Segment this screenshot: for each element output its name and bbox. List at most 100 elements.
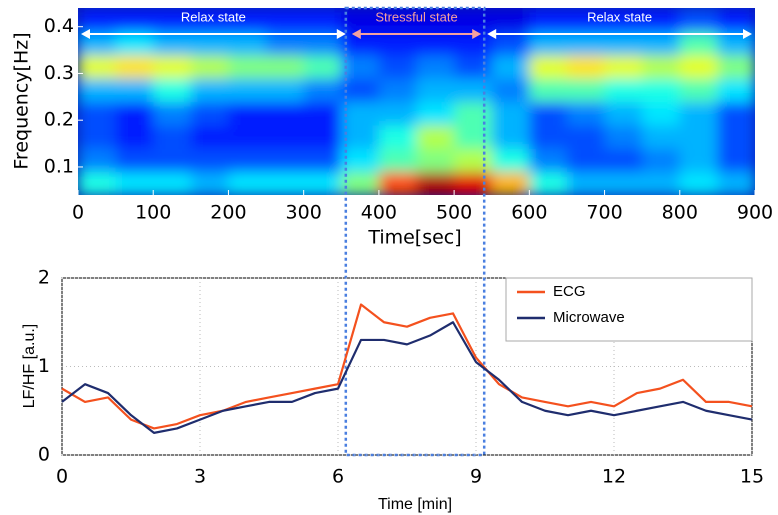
heatmap-cell — [604, 148, 643, 173]
y-axis-label: Frequency[Hz] — [11, 32, 33, 169]
heatmap-cell — [266, 54, 305, 79]
heatmap-cell — [529, 124, 568, 149]
heatmap-cell — [717, 124, 755, 149]
heatmap-cell — [78, 148, 117, 173]
heatmap-cell — [454, 124, 493, 149]
heatmap-cell — [454, 31, 493, 56]
y-tick-label: 0.4 — [44, 15, 74, 37]
heatmap-cell — [566, 101, 606, 126]
heatmap-cell — [228, 171, 267, 195]
heatmap-cell — [153, 101, 192, 126]
heatmap-cell — [416, 8, 455, 32]
heatmap-cell — [78, 78, 117, 102]
heatmap-cell — [529, 8, 568, 32]
heatmap-cell — [529, 54, 568, 79]
heatmap-cell — [378, 54, 417, 79]
heatmap-cell — [228, 124, 267, 149]
x-tick-label: 9 — [470, 466, 482, 488]
heatmap-cell — [566, 54, 606, 79]
heatmap-cell — [454, 54, 493, 79]
heatmap-cell — [416, 78, 455, 102]
heatmap-cell — [341, 148, 380, 173]
annotation: Stressful state — [375, 9, 457, 24]
heatmap-cell — [228, 8, 267, 32]
y-tick-label: 0.2 — [44, 109, 74, 131]
heatmap-cell — [679, 171, 718, 195]
heatmap-cell — [378, 124, 417, 149]
heatmap-cell — [378, 101, 417, 126]
y-tick-label: 1 — [38, 355, 50, 377]
heatmap-cell — [303, 124, 342, 149]
heatmap-cell — [190, 78, 229, 102]
heatmap-cell — [266, 31, 305, 56]
x-tick-label: 900 — [737, 202, 773, 224]
heatmap-cell — [416, 31, 455, 56]
heatmap-cell — [416, 124, 455, 149]
heatmap-cell — [604, 78, 643, 102]
heatmap-cell — [454, 78, 493, 102]
y-tick-label: 0.1 — [44, 155, 74, 177]
heatmap-cell — [190, 124, 229, 149]
heatmap-cell — [303, 171, 342, 195]
heatmap-cell — [566, 31, 606, 56]
heatmap-cell — [266, 148, 305, 173]
x-axis-label: Time [min] — [378, 496, 452, 513]
heatmap-cell — [266, 171, 305, 195]
heatmap-cell — [604, 31, 643, 56]
heatmap-cell — [153, 8, 192, 32]
heatmap-cell — [642, 31, 681, 56]
heatmap-cell — [153, 124, 192, 149]
x-tick-label: 0 — [56, 466, 68, 488]
heatmap-cell — [303, 148, 342, 173]
heatmap-cell — [679, 124, 718, 149]
heatmap-cell — [604, 8, 643, 32]
heatmap-cell — [529, 148, 568, 173]
heatmap-cell — [642, 54, 681, 79]
heatmap-cell — [341, 8, 380, 32]
heatmap-cell — [153, 171, 192, 195]
heatmap-cell — [341, 101, 380, 126]
heatmap-cell — [491, 54, 530, 79]
y-tick-label: 0 — [38, 444, 50, 466]
heatmap-cell — [566, 124, 606, 149]
heatmap-cell — [341, 171, 380, 195]
heatmap-cell — [642, 148, 681, 173]
heatmap-cell — [266, 101, 305, 126]
heatmap-cell — [115, 124, 154, 149]
heatmap-cell — [266, 78, 305, 102]
heatmap-cell — [153, 31, 192, 56]
x-tick-label: 200 — [210, 202, 246, 224]
heatmap-cell — [303, 101, 342, 126]
heatmap-cell — [679, 78, 718, 102]
heatmap-cell — [491, 148, 530, 173]
heatmap-cell — [115, 54, 154, 79]
heatmap-cell — [529, 171, 568, 195]
heatmap-cell — [228, 31, 267, 56]
y-tick-label: 2 — [38, 267, 50, 289]
series-line — [61, 321, 753, 434]
annotation: Relax state — [587, 9, 652, 24]
heatmap-cell — [454, 101, 493, 126]
heatmap-cell — [341, 31, 380, 56]
heatmap-cell — [266, 8, 305, 32]
heatmap-cell — [115, 78, 154, 102]
heatmap-cell — [491, 101, 530, 126]
legend-label: ECG — [553, 283, 586, 300]
heatmap-cell — [378, 8, 417, 32]
x-tick-label: 300 — [286, 202, 322, 224]
x-tick-label: 500 — [436, 202, 472, 224]
heatmap-cell — [529, 31, 568, 56]
heatmap-cell — [491, 78, 530, 102]
heatmap-cell — [303, 54, 342, 79]
heatmap-cell — [228, 148, 267, 173]
heatmap-cell — [679, 148, 718, 173]
heatmap-cell — [378, 78, 417, 102]
heatmap-cell — [604, 101, 643, 126]
heatmap-cell — [378, 31, 417, 56]
heatmap-cell — [491, 171, 530, 195]
heatmap-cell — [717, 101, 755, 126]
x-tick-label: 0 — [72, 202, 84, 224]
heatmap-cell — [78, 171, 117, 195]
heatmap-cell — [416, 171, 455, 195]
heatmap-cell — [228, 54, 267, 79]
